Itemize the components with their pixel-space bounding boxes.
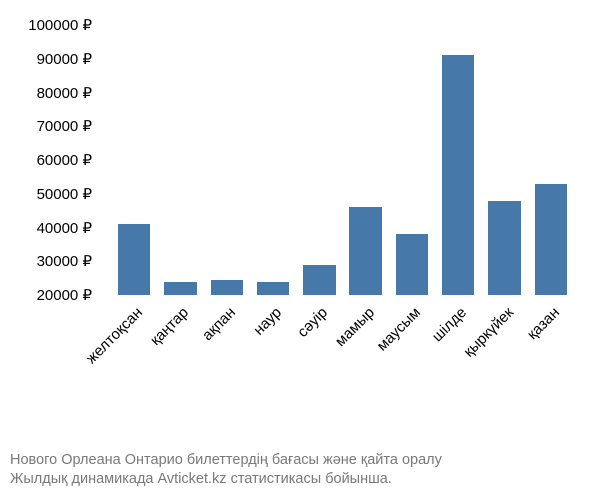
bar-slot: [389, 25, 435, 295]
caption-line-2: Жылдық динамикада Avticket.kz статистика…: [10, 470, 590, 490]
x-label-slot: наур: [250, 300, 296, 430]
bar-slot: [528, 25, 574, 295]
x-label-slot: желтоқсан: [111, 300, 157, 430]
bar: [442, 55, 474, 295]
bar-slot: [250, 25, 296, 295]
x-axis-labels: желтоқсанқаңтарақпаннаурсәуірмамырмаусым…: [105, 300, 580, 430]
y-tick-label: 30000 ₽: [37, 252, 92, 270]
x-tick-label: желтоқсан: [83, 304, 146, 367]
bar: [535, 184, 567, 295]
bar-slot: [342, 25, 388, 295]
y-axis: 20000 ₽30000 ₽40000 ₽50000 ₽60000 ₽70000…: [0, 25, 100, 295]
x-label-slot: мамыр: [342, 300, 388, 430]
y-tick-label: 80000 ₽: [37, 84, 92, 102]
x-label-slot: қаңтар: [157, 300, 203, 430]
y-tick-label: 60000 ₽: [37, 151, 92, 169]
x-label-slot: қазан: [528, 300, 574, 430]
y-tick-label: 50000 ₽: [37, 185, 92, 203]
y-tick-label: 90000 ₽: [37, 50, 92, 68]
plot-area: [105, 25, 580, 295]
bar-slot: [296, 25, 342, 295]
x-label-slot: қыркүйек: [481, 300, 527, 430]
x-tick-label: қазан: [524, 304, 563, 343]
x-tick-label: ақпан: [199, 304, 239, 344]
bar: [303, 265, 335, 295]
bar-slot: [157, 25, 203, 295]
bar: [257, 282, 289, 296]
bar-slot: [481, 25, 527, 295]
bars-group: [105, 25, 580, 295]
bar-slot: [435, 25, 481, 295]
x-label-slot: шілде: [435, 300, 481, 430]
x-label-slot: сәуір: [296, 300, 342, 430]
bar: [488, 201, 520, 296]
bar-slot: [204, 25, 250, 295]
y-tick-label: 40000 ₽: [37, 219, 92, 237]
bar-slot: [111, 25, 157, 295]
caption-line-1: Нового Орлеана Онтарио билеттердің бағас…: [10, 451, 590, 471]
bar: [211, 280, 243, 295]
x-label-slot: ақпан: [204, 300, 250, 430]
y-tick-label: 100000 ₽: [28, 16, 92, 34]
x-tick-label: наур: [250, 304, 285, 339]
price-chart: 20000 ₽ 30000 ₽ 40000 ₽ 50000 ₽ 60000 ₽ 70000…: [0, 10, 600, 450]
y-tick-label: 70000 ₽: [37, 117, 92, 135]
chart-caption: Нового Орлеана Онтарио билеттердің бағас…: [10, 451, 590, 490]
x-label-slot: маусым: [389, 300, 435, 430]
x-tick-label: сәуір: [295, 304, 332, 341]
x-tick-label: шілде: [429, 304, 470, 345]
y-tick-label: 20000 ₽: [37, 286, 92, 304]
bar: [118, 224, 150, 295]
bar: [396, 234, 428, 295]
bar: [164, 282, 196, 296]
bar: [349, 207, 381, 295]
